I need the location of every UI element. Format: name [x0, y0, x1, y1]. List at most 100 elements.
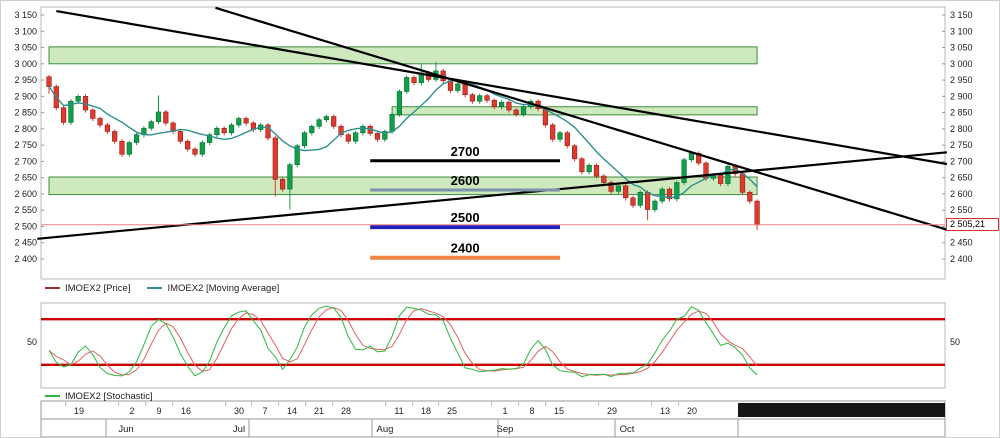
candle	[688, 152, 694, 161]
candle	[491, 99, 497, 108]
candle	[126, 142, 132, 155]
price-axis-label-left: 2 600	[14, 189, 37, 199]
price-series-legend[interactable]: IMOEX2 [Price]	[65, 282, 131, 294]
candle	[571, 145, 578, 160]
candle	[404, 77, 410, 92]
candle	[506, 101, 512, 111]
candle	[228, 124, 235, 134]
candle	[287, 164, 293, 190]
candle	[579, 158, 585, 173]
price-axis-label-right: 2 900	[950, 91, 973, 101]
candle	[717, 174, 724, 184]
day-label: 16	[181, 406, 191, 416]
price-axis-label-left: 3 150	[14, 10, 37, 20]
candle	[681, 159, 687, 183]
day-label: 18	[421, 406, 431, 416]
price-axis-label-right: 2 850	[950, 108, 973, 118]
price-axis-label-left: 2 800	[14, 124, 37, 134]
candle	[104, 124, 110, 132]
level-label-2700: 2700	[451, 144, 480, 159]
price-axis-label-left: 2 700	[14, 156, 37, 166]
candle	[192, 148, 198, 155]
support-zone-2600-2650	[48, 176, 758, 196]
last-price-tag: 2 505,21	[946, 218, 999, 231]
candle	[498, 101, 505, 108]
price-axis-label-left: 2 500	[14, 221, 37, 231]
candle	[134, 134, 140, 143]
candle	[236, 118, 242, 126]
day-label: 29	[607, 406, 617, 416]
candle	[148, 121, 154, 129]
candle	[396, 91, 403, 115]
candle	[666, 188, 673, 200]
candle	[550, 124, 556, 140]
price-axis-label-left: 2 750	[14, 140, 37, 150]
day-label: 2	[129, 406, 134, 416]
stochastic-d-line	[48, 306, 758, 376]
price-axis-label-left: 2 450	[14, 238, 37, 248]
candle	[214, 127, 220, 136]
candle	[309, 125, 315, 134]
day-label: 25	[447, 406, 457, 416]
candle	[221, 127, 227, 134]
price-axis-left: 3 150 3 100 3 050 3 000 2 950 2 900 2 850 2 800…	[14, 10, 44, 264]
ma-layer	[48, 79, 758, 199]
candle	[265, 124, 271, 139]
level-label-2400: 2400	[451, 241, 480, 256]
chart-frames	[40, 6, 946, 280]
candle	[389, 113, 395, 132]
price-level-markers: 2700 2600 2500 2400	[370, 144, 560, 260]
price-axis-label-left: 3 100	[14, 26, 37, 36]
price-axis-label-left: 2 550	[14, 205, 37, 215]
day-label: 1	[502, 406, 507, 416]
candle	[68, 100, 74, 123]
candle	[374, 133, 381, 140]
candle	[382, 131, 388, 140]
candle	[331, 116, 337, 127]
candle	[739, 173, 746, 193]
stochastic-series-legend[interactable]: IMOEX2 [Stochastic]	[65, 390, 153, 402]
candle	[652, 200, 658, 210]
candle	[345, 134, 351, 142]
candle	[593, 165, 600, 177]
price-axis-label-left: 2 950	[14, 75, 37, 85]
candle	[644, 192, 651, 210]
time-axis-highlight-bar[interactable]	[738, 403, 945, 417]
candle	[696, 152, 702, 164]
descending-trendline-upper	[56, 10, 948, 166]
level-label-2500: 2500	[451, 210, 480, 225]
candle	[323, 116, 330, 121]
candle	[601, 175, 607, 183]
resistance-zone-3000-3050	[48, 46, 758, 65]
price-axis-label-left: 2 900	[14, 91, 37, 101]
price-axis-label-right: 2 650	[950, 173, 973, 183]
candle	[747, 192, 753, 202]
support-resistance-zones[interactable]	[48, 46, 758, 196]
day-label: 20	[687, 406, 697, 416]
candle	[185, 140, 191, 150]
resistance-zone-2850	[391, 106, 758, 116]
ma-series-legend[interactable]: IMOEX2 [Moving Average]	[167, 282, 280, 294]
stochastic-k-line	[48, 305, 758, 378]
candle	[484, 95, 490, 101]
stochastic-dash-icon	[45, 395, 60, 397]
candle	[97, 118, 103, 126]
candlestick-series[interactable]	[46, 61, 760, 231]
month-label: Sep	[497, 424, 514, 435]
candle	[207, 134, 213, 143]
candle	[119, 140, 125, 155]
candle	[163, 111, 169, 124]
month-label: Jul	[233, 424, 245, 435]
month-label: Aug	[377, 424, 394, 435]
stoch-axis-label-left: 50	[27, 337, 37, 347]
candle	[60, 107, 67, 123]
day-label: 21	[314, 406, 324, 416]
price-axis-label-right: 3 100	[950, 26, 973, 36]
day-label: 14	[287, 406, 297, 416]
price-series-dash-icon	[45, 287, 60, 289]
price-axis-label-right: 3 150	[950, 10, 973, 20]
price-axis-label-right: 2 600	[950, 189, 973, 199]
day-label: 13	[660, 406, 670, 416]
